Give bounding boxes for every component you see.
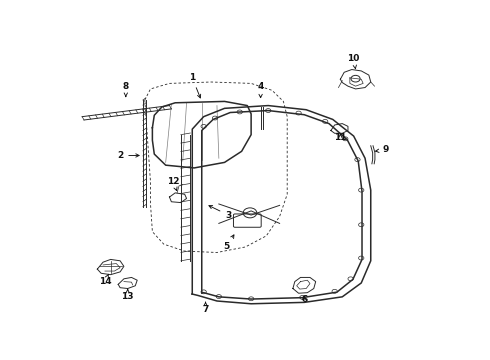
Text: 11: 11 bbox=[334, 133, 346, 142]
Text: 6: 6 bbox=[301, 295, 307, 304]
Text: 4: 4 bbox=[257, 82, 264, 98]
Text: 5: 5 bbox=[223, 235, 234, 251]
Text: 12: 12 bbox=[167, 177, 179, 190]
Text: 13: 13 bbox=[122, 289, 134, 301]
Text: 8: 8 bbox=[122, 82, 129, 96]
Text: 7: 7 bbox=[202, 302, 209, 314]
Text: 9: 9 bbox=[375, 145, 389, 154]
Text: 3: 3 bbox=[209, 206, 231, 220]
Text: 2: 2 bbox=[117, 151, 139, 160]
Text: 10: 10 bbox=[347, 54, 360, 69]
Text: 14: 14 bbox=[98, 274, 111, 286]
Text: 1: 1 bbox=[189, 73, 200, 98]
